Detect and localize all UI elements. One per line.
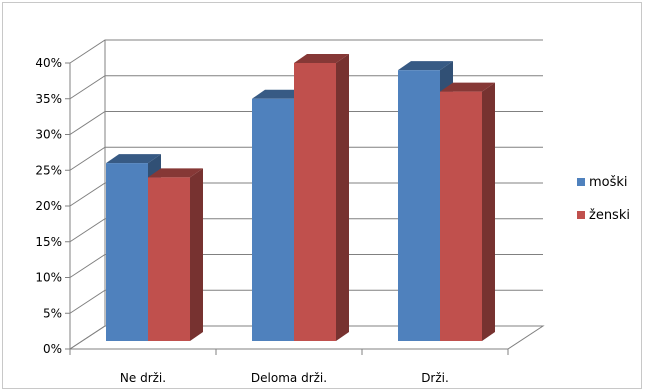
bar-top-face [440, 82, 495, 92]
gridline [69, 289, 543, 314]
bar-front-face [398, 70, 440, 342]
legend-swatch [577, 211, 585, 219]
legend: moški ženski [577, 175, 630, 223]
y-tick-label: 25% [35, 163, 62, 177]
x-tick-label: Drži. [421, 371, 449, 385]
bar-top-face [294, 54, 349, 63]
gridline [69, 146, 543, 171]
x-tick-label: Ne drži. [120, 371, 166, 385]
bar [148, 168, 203, 341]
legend-label: ženski [589, 208, 630, 223]
bar-side-face [336, 54, 349, 341]
bar-top-face [106, 154, 161, 164]
gridline [69, 75, 543, 100]
gridline [69, 325, 543, 350]
bar-top-face [252, 89, 307, 99]
bars [106, 54, 495, 342]
y-tick-label: 20% [35, 199, 62, 213]
bar-front-face [106, 163, 148, 341]
bar-front-face [252, 98, 294, 341]
y-tick-label: 5% [43, 306, 62, 320]
y-tick-label: 40% [35, 56, 62, 70]
y-tick-label: 30% [35, 128, 62, 142]
gridline [69, 218, 543, 243]
bar [294, 54, 349, 341]
bar-top-face [398, 61, 453, 71]
bar-side-face [482, 82, 495, 341]
legend-label: moški [589, 175, 628, 190]
x-axis-ticks: Ne drži. Deloma drži. Drži. [69, 349, 509, 385]
y-axis-ticks: 0% 5% 10% 15% 20% 25% 30% 35% 40% [35, 56, 70, 356]
y-tick-label: 35% [35, 92, 62, 106]
y-tick-label: 15% [35, 235, 62, 249]
gridline [69, 111, 543, 135]
y-tick-label: 0% [43, 342, 62, 356]
x-tick-label: Deloma drži. [251, 371, 327, 385]
bar-front-face [148, 177, 190, 341]
gridlines [69, 39, 543, 350]
bar [440, 82, 495, 341]
bar-front-face [294, 63, 336, 341]
bar-side-face [190, 168, 203, 341]
gridline [69, 39, 543, 64]
bar-front-face [440, 91, 482, 341]
y-tick-label: 10% [35, 271, 62, 285]
gridline [69, 254, 543, 278]
bar-top-face [148, 168, 203, 178]
legend-swatch [577, 178, 585, 186]
gridline [69, 182, 543, 207]
